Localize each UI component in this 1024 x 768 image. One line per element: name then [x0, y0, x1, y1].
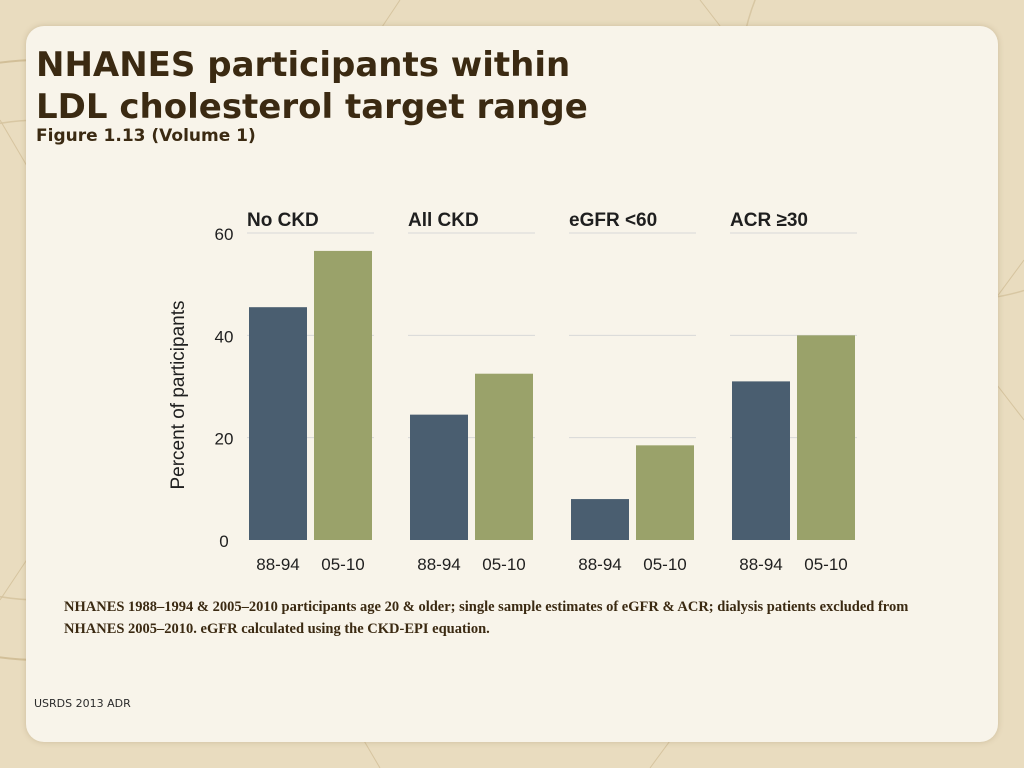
y-tick-label: 20 [215, 430, 234, 449]
bar [636, 445, 694, 540]
figure-subtitle: Figure 1.13 (Volume 1) [36, 126, 256, 146]
x-tick-label: 88-94 [578, 555, 621, 574]
x-tick-label: 05-10 [643, 555, 686, 574]
bar [314, 250, 372, 541]
x-tick-label: 88-94 [256, 555, 299, 574]
bar-chart: 0 20 40 60 Percent of participants No CKD 88-9… [168, 210, 857, 574]
bar [797, 335, 855, 540]
y-tick-label: 60 [215, 225, 234, 244]
slide-title: NHANES participants within LDL cholester… [36, 44, 588, 128]
x-tick-label: 05-10 [321, 555, 364, 574]
panel-title: All CKD [408, 210, 479, 231]
y-tick-label: 40 [215, 327, 234, 346]
bar [475, 373, 533, 540]
y-axis-label: Percent of participants [168, 300, 189, 489]
panel-title: ACR ≥30 [730, 210, 808, 231]
footnote: NHANES 1988–1994 & 2005–2010 participant… [64, 599, 909, 637]
panel-title: eGFR <60 [569, 210, 657, 231]
x-tick-label: 88-94 [739, 555, 782, 574]
panel-title: No CKD [247, 210, 319, 231]
y-tick-label: 0 [219, 532, 228, 551]
x-tick-label: 88-94 [417, 555, 460, 574]
title-line-1: NHANES participants within [36, 45, 571, 85]
x-tick-label: 05-10 [482, 555, 525, 574]
footer-source: USRDS 2013 ADR [34, 697, 131, 710]
bar [410, 414, 468, 540]
bar [571, 499, 629, 540]
x-tick-label: 05-10 [804, 555, 847, 574]
bar [732, 381, 790, 540]
title-line-2: LDL cholesterol target range [36, 87, 588, 127]
bar [249, 307, 307, 540]
